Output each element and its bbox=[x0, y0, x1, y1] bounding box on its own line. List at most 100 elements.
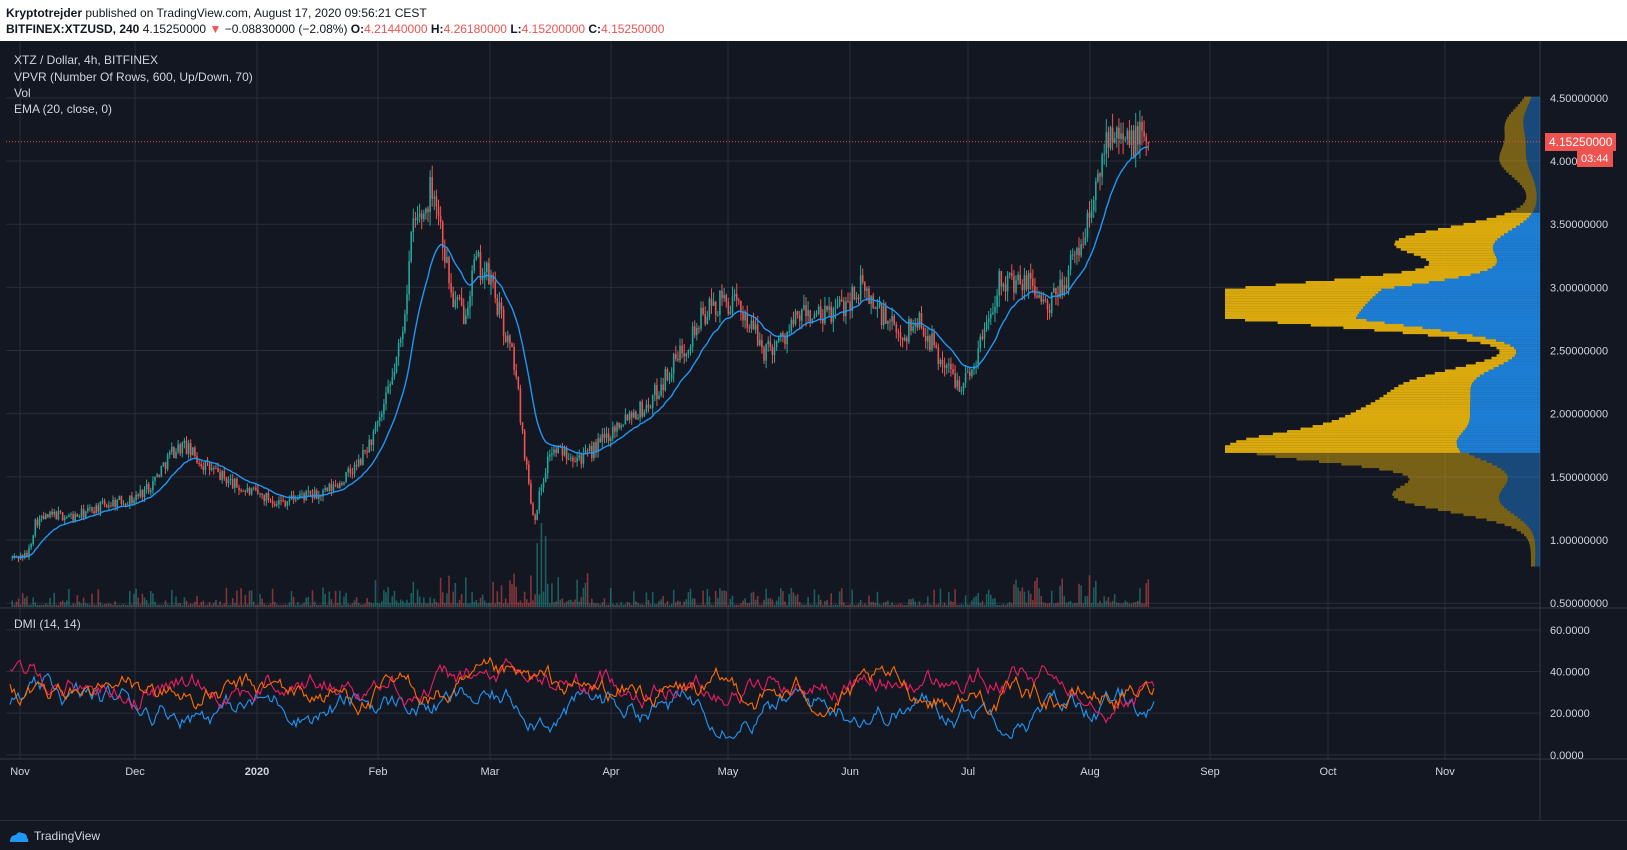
candle-body bbox=[889, 320, 891, 322]
volume-bar bbox=[383, 590, 385, 607]
vpvr-row-down bbox=[1225, 445, 1458, 448]
candle-body bbox=[210, 468, 213, 471]
vpvr-row-up bbox=[1535, 202, 1540, 206]
vpvr-row-up bbox=[1469, 414, 1540, 418]
vpvr-row-up bbox=[1488, 369, 1540, 373]
candle-body bbox=[725, 294, 728, 302]
vpvr-row-up bbox=[1507, 480, 1540, 484]
vpvr-row-up bbox=[1493, 366, 1540, 370]
candle-body bbox=[84, 511, 87, 518]
candle-body bbox=[975, 365, 977, 367]
time-axis-tick: 2020 bbox=[245, 766, 269, 778]
candle-body bbox=[962, 383, 965, 391]
ohlc-line: BITFINEX:XTZUSD, 240 4.15250000 ▼ −0.088… bbox=[6, 22, 664, 36]
volume-bar bbox=[267, 604, 270, 607]
vpvr-row-down bbox=[1463, 513, 1514, 517]
vpvr-row-up bbox=[1470, 392, 1540, 395]
candle-body bbox=[467, 307, 469, 316]
vpvr-row-down bbox=[1256, 452, 1470, 456]
volume-bar bbox=[269, 603, 272, 607]
vpvr-row-up bbox=[1532, 210, 1540, 213]
vpvr-row-down bbox=[1500, 162, 1528, 165]
vpvr-row-down bbox=[1525, 200, 1537, 203]
tradingview-brand[interactable]: TradingView bbox=[34, 829, 101, 843]
candle-body bbox=[105, 504, 108, 508]
candle-body bbox=[790, 319, 793, 332]
volume-bar bbox=[693, 598, 696, 607]
chart-canvas[interactable]: 4.500000004.000000003.500000003.00000000… bbox=[0, 41, 1627, 820]
candle-body bbox=[246, 488, 249, 492]
volume-bar bbox=[704, 604, 707, 607]
candle-body bbox=[700, 307, 702, 329]
candle-body bbox=[347, 468, 350, 472]
vpvr-row-up bbox=[1535, 548, 1540, 552]
ema-legend[interactable]: EMA (20, close, 0) bbox=[14, 102, 113, 116]
volume-bar bbox=[647, 600, 650, 607]
bar-countdown: 03:44 bbox=[1577, 151, 1613, 167]
volume-bar bbox=[546, 583, 549, 607]
volume-bar bbox=[897, 604, 900, 607]
volume-bar bbox=[1092, 587, 1095, 607]
candle-body bbox=[288, 499, 291, 502]
candle-body bbox=[1040, 295, 1043, 302]
volume-bar bbox=[343, 596, 345, 607]
volume-bar bbox=[1048, 602, 1051, 607]
volume-bar bbox=[567, 600, 570, 607]
vpvr-row-down bbox=[1409, 379, 1474, 383]
volume-bar bbox=[137, 597, 140, 607]
vpvr-row-up bbox=[1480, 270, 1540, 274]
candle-body bbox=[534, 515, 536, 520]
publisher-name[interactable]: Kryptotrejder bbox=[6, 6, 83, 20]
volume-bar bbox=[723, 590, 725, 607]
candle-body bbox=[402, 331, 404, 339]
vpvr-legend[interactable]: VPVR (Number Of Rows, 600, Up/Down, 70) bbox=[14, 70, 253, 84]
vpvr-row-down bbox=[1398, 384, 1472, 388]
volume-bar bbox=[948, 592, 950, 607]
volume-bar bbox=[855, 604, 858, 607]
vpvr-row-down bbox=[1500, 152, 1526, 155]
vpvr-row-down bbox=[1414, 232, 1505, 236]
volume-bar bbox=[208, 602, 211, 607]
candle-body bbox=[255, 487, 257, 490]
vpvr-row-up bbox=[1536, 195, 1540, 198]
vpvr-row-down bbox=[1511, 174, 1533, 178]
volume-bar bbox=[450, 603, 452, 607]
volume-bar bbox=[26, 596, 28, 607]
vpvr-row-up bbox=[1534, 207, 1540, 211]
candle-body bbox=[95, 505, 98, 514]
volume-bar bbox=[670, 603, 673, 607]
candles bbox=[11, 110, 1150, 563]
volume-bar bbox=[108, 603, 110, 607]
volume-bar bbox=[969, 604, 971, 607]
volume-bar bbox=[462, 603, 465, 607]
vpvr-row-up bbox=[1476, 377, 1540, 380]
candle-body bbox=[689, 346, 692, 351]
dmi-legend[interactable]: DMI (14, 14) bbox=[14, 617, 81, 631]
candle-body bbox=[544, 473, 547, 483]
volume-bar bbox=[471, 591, 473, 607]
candle-body bbox=[286, 501, 289, 506]
tradingview-logo-icon[interactable] bbox=[8, 830, 30, 844]
volume-bar bbox=[145, 600, 148, 607]
chart-area[interactable]: 4.500000004.000000003.500000003.00000000… bbox=[0, 41, 1627, 820]
volume-legend[interactable]: Vol bbox=[14, 86, 31, 100]
vpvr-row-down bbox=[1424, 265, 1493, 269]
candle-body bbox=[1067, 269, 1070, 289]
volume-bar bbox=[477, 603, 480, 607]
vpvr-row-down bbox=[1523, 202, 1536, 206]
vpvr-row-up bbox=[1501, 467, 1540, 471]
candle-body bbox=[612, 426, 614, 439]
candle-body bbox=[969, 371, 971, 377]
volume-bar bbox=[1097, 603, 1099, 607]
volume-bar bbox=[840, 588, 843, 607]
candle-body bbox=[202, 466, 205, 471]
volume-bar bbox=[521, 603, 524, 607]
vpvr-row-up bbox=[1519, 222, 1540, 226]
volume-bar bbox=[423, 597, 425, 607]
candle-body bbox=[24, 552, 26, 558]
candle-body bbox=[234, 478, 236, 489]
volume-bar bbox=[1086, 595, 1089, 607]
candle-body bbox=[1002, 284, 1005, 287]
vpvr-row-down bbox=[1514, 177, 1534, 181]
candle-body bbox=[540, 487, 543, 492]
